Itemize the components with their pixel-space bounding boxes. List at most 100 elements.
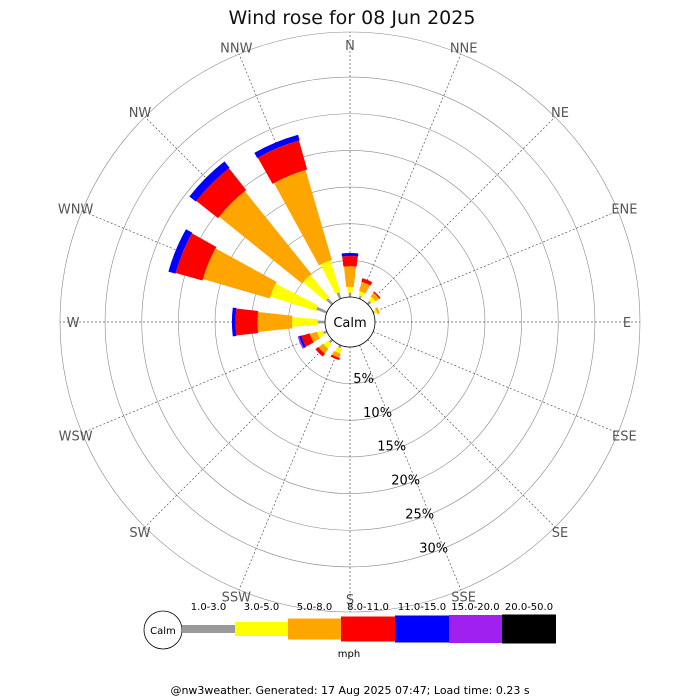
legend-swatch-5 — [395, 615, 449, 643]
bar-wnw-bin-4 — [175, 233, 217, 281]
legend: Calm mph 1.0-3.0 3.0-5.0 5.0-8.0 8.0-11.0 11… — [143, 602, 556, 660]
bar-ne-bin-3 — [370, 292, 380, 302]
direction-label-w: W — [67, 316, 80, 331]
calm-circle-group: Calm — [324, 296, 376, 348]
bar-nnw-bin-2 — [320, 260, 341, 294]
chart-title: Wind rose for 08 Jun 2025 — [229, 7, 476, 29]
bar-nw-bin-1 — [326, 298, 334, 306]
bar-n-bin-4 — [342, 255, 358, 267]
ring-label-10: 10% — [363, 406, 392, 421]
bar-wnw-bin-5 — [168, 229, 193, 274]
ring-label-15: 15% — [377, 440, 406, 455]
ring-label-20: 20% — [391, 474, 420, 489]
bar-n-bin-2 — [347, 286, 353, 293]
legend-swatch-1 — [182, 625, 235, 633]
bar-ene-bin-3 — [375, 307, 380, 314]
spoke-se — [367, 339, 556, 528]
bar-ne-bin-2 — [368, 296, 376, 304]
direction-labels: N NNE NE ENE E ESE SE SSE S SSW SW WSW W WNW NW NNW — [58, 39, 638, 608]
calm-circle — [324, 296, 376, 348]
legend-label-4: 8.0-11.0 — [347, 602, 389, 613]
bar-w-bin-3 — [257, 312, 293, 332]
bar-nne-bin-3 — [359, 281, 371, 294]
direction-label-sse: SSE — [451, 590, 476, 605]
bar-n-bin-1 — [348, 292, 352, 298]
bar-ene-bin-1 — [372, 310, 375, 314]
bar-nw-bin-3 — [219, 191, 312, 284]
legend-swatch-6 — [449, 615, 502, 643]
bar-wsw-bin-1 — [323, 330, 328, 335]
spoke-wsw — [81, 331, 328, 434]
bar-nw-bin-5 — [189, 161, 230, 202]
legend-calm-label: Calm — [150, 626, 176, 637]
bar-nnw-bin-3 — [273, 169, 332, 266]
spoke-sw — [144, 339, 333, 528]
legend-label-1: 1.0-3.0 — [191, 602, 226, 613]
bar-sw-bin-3 — [318, 343, 329, 354]
legend-swatch-7 — [502, 614, 556, 644]
legend-label-2: 3.0-5.0 — [244, 602, 279, 613]
wind-bars — [168, 134, 381, 361]
bar-n-bin-3 — [343, 266, 357, 287]
direction-label-sw: SW — [129, 526, 150, 541]
grid-ring-20 — [178, 150, 522, 494]
bar-nne-bin-4 — [361, 278, 373, 286]
bar-n-bin-5 — [341, 253, 359, 257]
direction-label-e: E — [623, 316, 631, 331]
bar-wnw-bin-2 — [270, 283, 319, 312]
legend-swatch-4 — [341, 616, 395, 642]
bar-nnw-bin-5 — [254, 134, 300, 158]
bar-wnw-bin-3 — [202, 248, 277, 299]
legend-swatch-3 — [288, 618, 341, 640]
ring-label-25: 25% — [405, 507, 434, 522]
direction-label-nne: NNE — [450, 42, 478, 57]
legend-unit: mph — [338, 649, 360, 660]
bar-nne-bin-2 — [358, 291, 365, 298]
spoke-ese — [372, 331, 619, 434]
bar-wsw-bin-4 — [301, 333, 314, 347]
bar-wsw-bin-2 — [317, 330, 325, 338]
footer-text: @nw3weather. Generated: 17 Aug 2025 07:4… — [170, 684, 529, 697]
bar-w-bin-4 — [235, 308, 259, 336]
bar-wnw-bin-1 — [316, 306, 328, 314]
ring-labels: 5% 10% 15% 20% 25% 30% — [353, 372, 448, 556]
spoke-ene — [372, 210, 619, 313]
bar-nw-bin-4 — [196, 168, 247, 219]
bar-wsw-bin-5 — [299, 335, 306, 349]
direction-label-s: S — [346, 593, 354, 608]
bar-ne-bin-4 — [373, 291, 381, 299]
legend-label-6: 15.0-20.0 — [451, 602, 499, 613]
grid-ring-30 — [104, 76, 596, 568]
ring-label-30: 30% — [419, 541, 448, 556]
bar-ene-bin-2 — [373, 308, 378, 314]
direction-label-ese: ESE — [612, 430, 637, 445]
direction-label-wnw: WNW — [58, 202, 94, 217]
spoke-sse — [359, 344, 462, 591]
bar-nw-bin-2 — [302, 274, 330, 302]
direction-label-wsw: WSW — [59, 430, 93, 445]
bar-nnw-bin-1 — [336, 292, 342, 300]
bar-ssw-bin-3 — [332, 351, 341, 358]
spoke-ne — [367, 116, 556, 305]
legend-swatch-2 — [235, 622, 288, 636]
bar-w-bin-2 — [292, 317, 318, 327]
bar-w-bin-1 — [317, 320, 326, 324]
direction-label-ssw: SSW — [222, 590, 252, 605]
bar-ssw-bin-2 — [334, 346, 342, 354]
legend-label-3: 5.0-8.0 — [297, 602, 332, 613]
calm-label: Calm — [333, 316, 366, 331]
grid-ring-25 — [141, 113, 559, 531]
legend-label-7: 20.0-50.0 — [505, 602, 553, 613]
spoke-ssw — [238, 344, 341, 591]
bar-nnw-bin-4 — [257, 140, 308, 184]
direction-label-n: N — [345, 39, 355, 54]
bar-wsw-bin-3 — [309, 331, 320, 343]
bar-w-bin-5 — [231, 307, 237, 337]
direction-label-ne: NE — [551, 106, 569, 121]
bar-ssw-bin-4 — [330, 354, 340, 361]
direction-label-ene: ENE — [611, 202, 637, 217]
bar-sw-bin-4 — [315, 346, 326, 357]
direction-label-nnw: NNW — [220, 42, 252, 57]
bar-wsw-bin-6 — [297, 336, 304, 349]
